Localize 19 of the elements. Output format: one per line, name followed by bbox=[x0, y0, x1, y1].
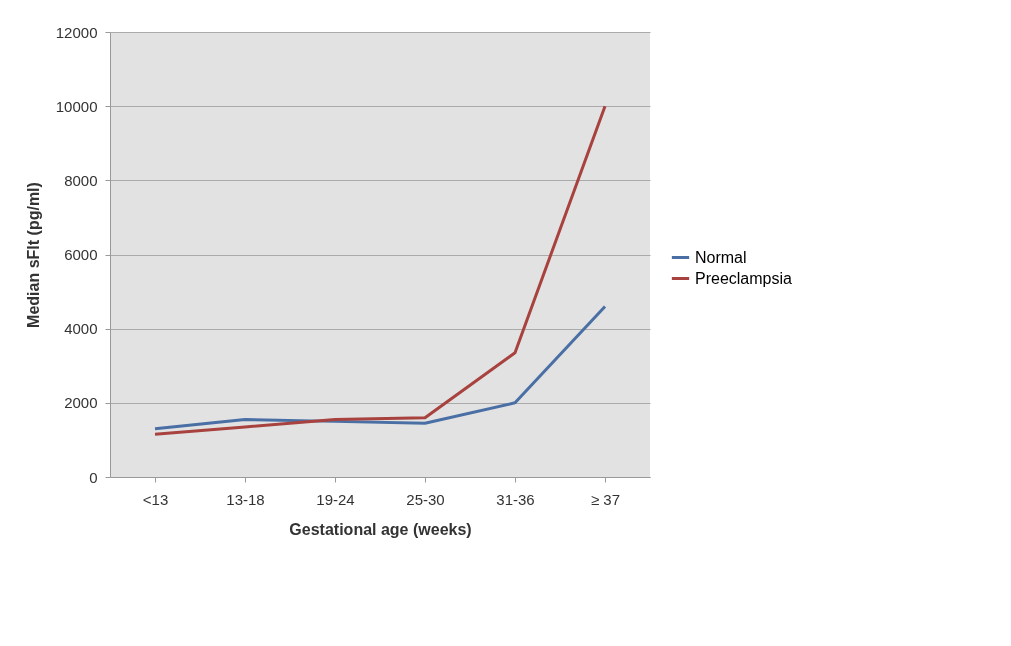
legend-label: Preeclampsia bbox=[695, 269, 793, 287]
y-tick-label: 0 bbox=[89, 468, 98, 486]
y-tick-label: 12000 bbox=[55, 23, 98, 41]
x-tick-label: 19-24 bbox=[316, 490, 355, 508]
x-tick-label: ≥ 37 bbox=[590, 490, 621, 508]
y-tick-label: 8000 bbox=[64, 171, 98, 189]
x-tick-label: 31-36 bbox=[496, 490, 535, 508]
line-series bbox=[153, 304, 607, 431]
y-tick-label: 10000 bbox=[55, 97, 98, 115]
x-tick-label: <13 bbox=[142, 490, 169, 508]
x-axis-title: Gestational age (weeks) bbox=[289, 520, 472, 538]
legend-label: Normal bbox=[695, 248, 747, 266]
y-tick-label: 4000 bbox=[64, 320, 98, 338]
y-axis-title: Median sFlt (pg/ml) bbox=[24, 182, 42, 328]
x-tick-label: 25-30 bbox=[406, 490, 445, 508]
line-series bbox=[153, 104, 607, 436]
y-tick-label: 2000 bbox=[64, 394, 98, 412]
y-tick-label: 6000 bbox=[64, 246, 98, 263]
x-tick-label: 13-18 bbox=[226, 490, 265, 508]
